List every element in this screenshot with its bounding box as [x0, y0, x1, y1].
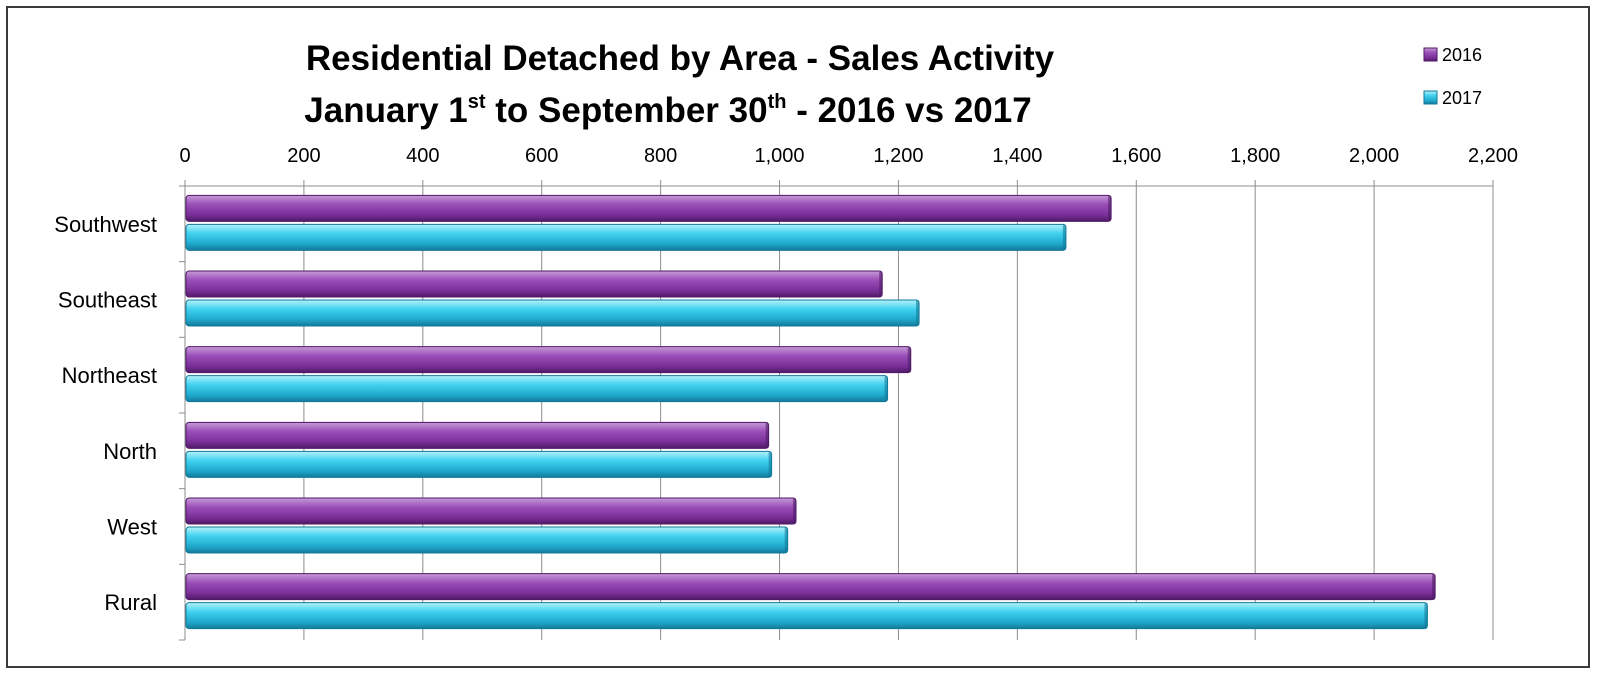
- category-label: North: [103, 439, 157, 464]
- title-line2-sup2: th: [768, 91, 787, 113]
- bar-2016-northeast: [185, 346, 912, 374]
- bar-end-cap: [784, 527, 788, 553]
- title-line2-part3: - 2016 vs 2017: [786, 91, 1031, 130]
- x-tick-label: 2,000: [1349, 145, 1399, 167]
- bar-2017-west: [185, 526, 789, 554]
- bar-end-cap: [1432, 573, 1436, 600]
- legend-swatch-2016: [1423, 47, 1438, 62]
- category-labels: Southwest Southeast Northeast North West Rura…: [54, 212, 157, 615]
- bar-end-cap: [1424, 602, 1428, 629]
- legend: 2016 2017: [1423, 45, 1482, 108]
- x-tick-label: 0: [179, 145, 190, 167]
- bar-2017-northeast: [185, 375, 889, 403]
- bar-end-cap: [916, 300, 920, 326]
- grid: [303, 186, 1494, 640]
- x-tick-label: 1,400: [992, 145, 1042, 167]
- bar-2017-north: [185, 450, 773, 478]
- bar-2017-southeast: [185, 299, 920, 327]
- x-tick-labels: 0 200 400 600 800 1,000 1,200 1,400 1,600 1,800 2,…: [179, 145, 1518, 167]
- title-line2-part2: to September 30: [486, 91, 768, 130]
- x-tick-label: 1,800: [1230, 145, 1280, 167]
- legend-label-2016: 2016: [1442, 45, 1482, 65]
- legend-label-2017: 2017: [1442, 88, 1482, 108]
- bar-end-cap: [1108, 195, 1112, 222]
- x-tick-label: 400: [406, 145, 439, 167]
- x-tick-label: 600: [525, 145, 558, 167]
- chart-title-line2: January 1st to September 30th - 2016 vs …: [304, 91, 1031, 130]
- title-line2-sup1: st: [468, 91, 486, 113]
- bar-end-cap: [768, 451, 772, 478]
- x-tick-label: 1,600: [1111, 145, 1161, 167]
- bar-2017-southwest: [185, 223, 1067, 251]
- bar-end-cap: [879, 271, 883, 297]
- category-label: Northeast: [62, 363, 157, 388]
- x-tick-label: 800: [644, 145, 677, 167]
- bar-end-cap: [793, 498, 797, 524]
- bar-2016-southwest: [185, 194, 1112, 222]
- x-tick-label: 1,000: [755, 145, 805, 167]
- bar-end-cap: [884, 375, 888, 402]
- legend-swatch-2017: [1423, 90, 1438, 105]
- x-tick-label: 2,200: [1468, 145, 1518, 167]
- x-tick-label: 200: [287, 145, 320, 167]
- title-line2-part1: January 1: [304, 91, 467, 130]
- bar-2016-rural: [185, 573, 1436, 601]
- bar-2017-rural: [185, 602, 1428, 630]
- chart-frame: [6, 6, 1590, 668]
- bar-end-cap: [907, 346, 911, 373]
- bar-2016-west: [185, 497, 797, 525]
- category-label: Rural: [104, 590, 157, 615]
- category-label: Southeast: [58, 288, 157, 313]
- category-label: Southwest: [54, 212, 157, 237]
- x-tick-label: 1,200: [873, 145, 923, 167]
- axes: [179, 180, 1494, 641]
- bars: [185, 194, 1436, 630]
- chart-title-line1: Residential Detached by Area - Sales Act…: [306, 39, 1055, 78]
- bar-2016-north: [185, 421, 770, 449]
- category-label: West: [107, 515, 157, 540]
- bar-end-cap: [1062, 224, 1066, 251]
- bar-end-cap: [765, 422, 769, 449]
- bar-2016-southeast: [185, 270, 883, 298]
